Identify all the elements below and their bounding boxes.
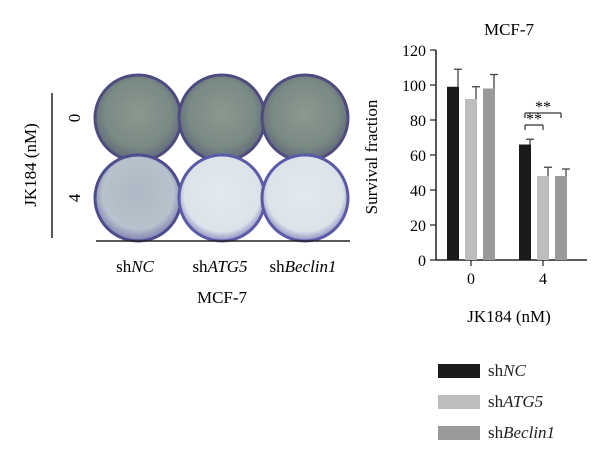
y-tick-label: 0 [418,253,426,270]
y-tick-label: 60 [410,148,426,165]
y-tick-label: 20 [410,218,426,235]
sig-label: ** [526,111,542,128]
plate-0-shATG5 [177,73,267,163]
plate-col-label-shATG5: shATG5 [192,257,247,276]
bar-shATG5-0 [465,99,477,260]
legend-item-shBeclin1: shBeclin1 [438,423,556,442]
plate-0-shBeclin1 [260,73,350,163]
legend-label-shBeclin1: shBeclin1 [488,423,556,442]
bar-shBeclin1-4 [555,176,567,260]
legend-label-shATG5: shATG5 [488,392,544,411]
plate-col-label-shBeclin1: shBeclin1 [269,257,336,276]
plate-0-shNC [93,73,183,163]
plate-4-shBeclin1 [260,153,350,243]
legend-swatch-shBeclin1 [438,426,480,440]
bar-shATG5-4 [537,176,549,260]
legend-swatch-shATG5 [438,395,480,409]
y-tick-label: 100 [402,78,426,95]
plate-row-label-4: 4 [65,193,84,202]
y-tick-label: 40 [410,183,426,200]
x-tick-label: 4 [539,271,547,288]
bar-shNC-4 [519,144,531,260]
x-tick-label: 0 [467,271,475,288]
legend-item-shATG5: shATG5 [438,392,544,411]
plate-col-label-shNC: shNC [116,257,154,276]
plate-4-shNC [93,153,183,243]
chart-plot-area: 0 20 40 60 80 100 120 0 4 **** [402,43,587,288]
survival-bar-chart: MCF-7 Survival fraction JK184 (nM) 02040… [362,20,587,326]
plate-ylabel: JK184 (nM) [21,123,40,207]
plate-cell-line-label: MCF-7 [197,288,248,307]
chart-title: MCF-7 [484,20,535,39]
chart-xlabel: JK184 (nM) [467,307,551,326]
legend-swatch-shNC [438,364,480,378]
plate-row-label-0: 0 [65,114,84,123]
legend-item-shNC: shNC [438,361,526,380]
chart-ylabel: Survival fraction [362,99,381,214]
bar-shBeclin1-0 [483,88,495,260]
y-tick-label: 80 [410,113,426,130]
colony-plate-panel: JK184 (nM) 0 4 shNC shATG5 shBeclin1 MCF… [0,0,380,320]
sig-label: ** [535,99,551,116]
colony-plate-svg: JK184 (nM) 0 4 shNC shATG5 shBeclin1 MCF… [21,73,350,307]
y-tick-label: 120 [402,43,426,60]
plate-4-shATG5 [177,153,267,243]
legend-label-shNC: shNC [488,361,526,380]
bar-shNC-0 [447,86,459,260]
